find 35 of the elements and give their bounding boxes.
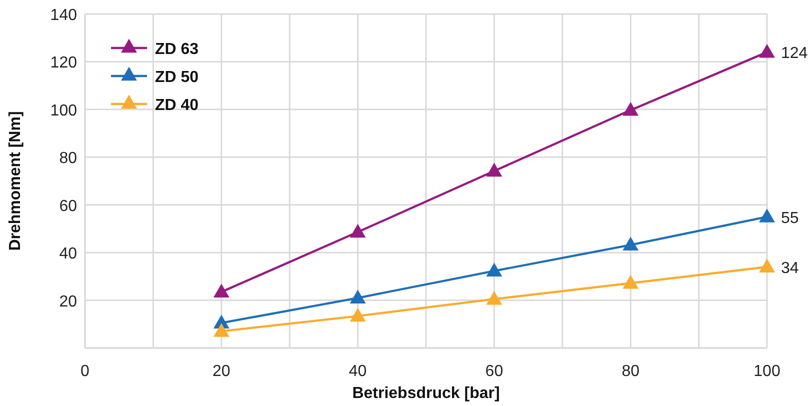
legend-label: ZD 40 xyxy=(155,97,199,114)
point xyxy=(213,284,230,298)
x-axis-title: Betriebsdruck [bar] xyxy=(352,385,500,402)
point xyxy=(350,224,366,238)
data-label: 34 xyxy=(781,260,799,277)
y-tick-label: 60 xyxy=(59,198,78,215)
y-tick-label: 140 xyxy=(50,7,78,24)
point xyxy=(350,290,366,304)
point xyxy=(759,258,775,272)
point xyxy=(213,323,230,337)
x-tick-label: 20 xyxy=(212,363,230,380)
point xyxy=(486,162,502,177)
point xyxy=(486,290,502,305)
y-tick-label: 20 xyxy=(59,293,78,310)
x-tick-label: 100 xyxy=(754,363,780,380)
x-tick-label: 40 xyxy=(348,363,367,380)
point xyxy=(759,208,775,222)
point xyxy=(759,44,775,58)
y-tick-label: 40 xyxy=(59,246,78,263)
point xyxy=(622,102,639,116)
data-label: 55 xyxy=(781,210,799,227)
legend-label: ZD 50 xyxy=(155,69,199,86)
data-label: 124 xyxy=(781,45,808,62)
point xyxy=(622,236,639,251)
point xyxy=(622,274,639,289)
x-tick-label: 80 xyxy=(622,363,640,380)
point xyxy=(350,308,366,322)
y-tick-label: 80 xyxy=(59,150,78,168)
y-tick-label: 100 xyxy=(50,102,78,120)
point xyxy=(486,262,502,277)
x-tick-label: 0 xyxy=(80,363,90,380)
y-axis-title: Drehmoment [Nm] xyxy=(7,111,24,251)
x-tick-label: 60 xyxy=(485,363,504,380)
legend-label: ZD 63 xyxy=(155,41,199,58)
y-tick-label: 120 xyxy=(50,54,78,72)
